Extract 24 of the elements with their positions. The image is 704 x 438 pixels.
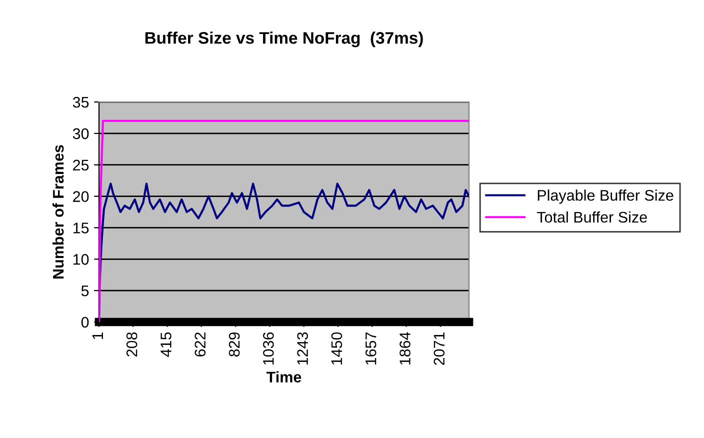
x-tick-label: 622	[194, 332, 206, 356]
y-tick-label: 10	[73, 254, 89, 265]
y-tick-label: 20	[73, 191, 89, 202]
x-tick-label: 829	[228, 332, 240, 357]
x-tick-label: 2071	[434, 332, 445, 365]
y-tick-label: 35	[72, 96, 89, 108]
x-axis-title: Time	[266, 371, 302, 382]
y-tick-label: 25	[73, 160, 89, 171]
y-tick-label: 5	[81, 286, 89, 296]
chart-title: Buffer Size vs Time NoFrag (37ms)	[145, 32, 423, 48]
x-tick-label: 208	[126, 332, 138, 356]
legend-label: Total Buffer Size	[536, 211, 647, 223]
x-tick-label: 1657	[365, 332, 376, 365]
x-tick-label: 1	[92, 332, 103, 340]
y-tick-label: 0	[81, 316, 89, 328]
x-tick-label: 1450	[331, 332, 342, 365]
y-tick-label: 30	[72, 128, 89, 140]
y-axis-title: Number of Frames	[52, 145, 64, 278]
legend-label: Playable Buffer Size	[538, 190, 674, 204]
x-tick-label: 1243	[297, 332, 308, 365]
x-tick-label: 1864	[400, 332, 410, 365]
y-tick-label: 15	[73, 222, 89, 234]
x-tick-label: 1036	[263, 332, 274, 365]
x-tick-label: 415	[160, 332, 172, 357]
